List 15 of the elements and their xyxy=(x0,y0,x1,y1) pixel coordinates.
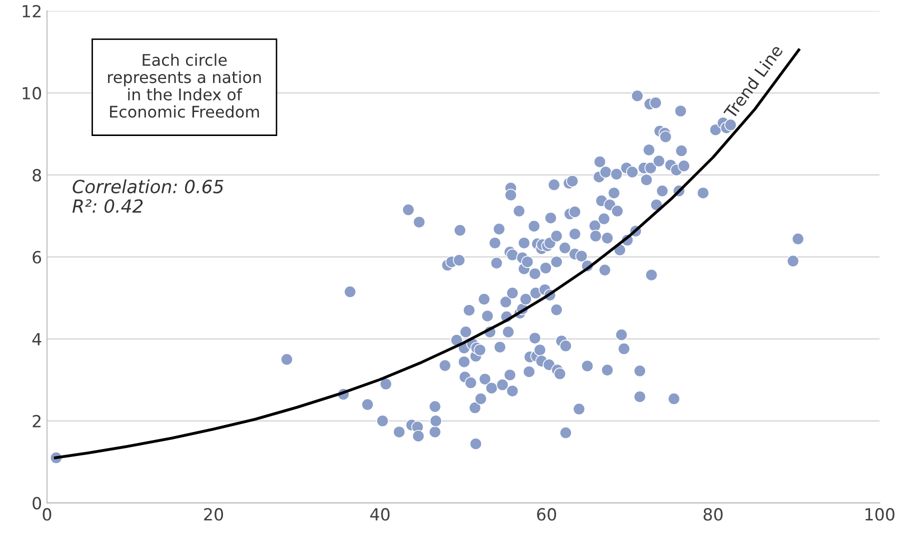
x-tick-label: 60 xyxy=(537,508,556,521)
y-tick-label: 12 xyxy=(22,4,40,18)
x-tick-label: 100 xyxy=(866,508,894,521)
x-tick-label: 40 xyxy=(370,508,390,521)
y-tick-label: 8 xyxy=(32,168,42,182)
annotation: Each circle represents a nation in the Index of Economic Freedom xyxy=(108,54,261,118)
y-tick-label: 6 xyxy=(32,250,42,264)
y-tick-label: 10 xyxy=(22,86,42,100)
x-tick-label: 0 xyxy=(42,508,52,521)
y-tick-label: 4 xyxy=(32,333,42,346)
y-tick-label: 2 xyxy=(32,414,40,428)
annotation: Correlation: 0.65 R²: 0.42 xyxy=(72,179,224,213)
x-tick-label: 20 xyxy=(204,508,224,521)
y-tick-label: 0 xyxy=(32,496,42,510)
x-tick-label: 80 xyxy=(704,508,723,521)
